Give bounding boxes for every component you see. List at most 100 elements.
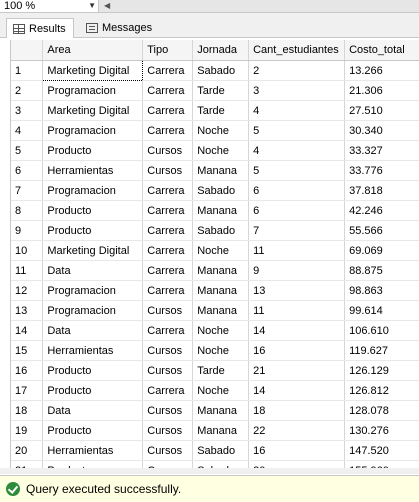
table-cell[interactable]: Herramientas — [42, 340, 144, 361]
row-number[interactable]: 10 — [11, 240, 44, 261]
table-cell[interactable]: Cursos — [142, 140, 194, 161]
table-cell[interactable]: Carrera — [142, 200, 194, 221]
table-cell[interactable]: Cursos — [142, 340, 194, 361]
table-cell[interactable]: 20 — [248, 460, 346, 468]
table-cell[interactable]: 33.327 — [344, 140, 419, 161]
table-cell[interactable]: Manana — [192, 300, 250, 321]
table-cell[interactable]: Cursos — [142, 420, 194, 441]
table-row[interactable]: 18 Data Cursos Manana 18 128.078 — [11, 400, 419, 421]
table-cell[interactable]: Marketing Digital — [42, 100, 144, 121]
table-row[interactable]: 2 Programacion Carrera Tarde 3 21.306 — [11, 80, 419, 101]
table-cell[interactable]: Cursos — [142, 440, 194, 461]
table-cell[interactable]: 4 — [248, 100, 346, 121]
table-cell[interactable]: Producto — [42, 380, 144, 401]
table-row[interactable]: 21ProductoCursosSabado20155.960 — [11, 460, 419, 468]
row-number[interactable]: 16 — [11, 360, 44, 381]
table-cell[interactable]: 88.875 — [344, 260, 419, 281]
table-cell[interactable]: Programacion — [42, 300, 144, 321]
table-cell[interactable]: Sabado — [192, 440, 250, 461]
table-cell[interactable]: Herramientas — [42, 440, 144, 461]
table-row[interactable]: 11 Data Carrera Manana 9 88.875 — [11, 260, 419, 281]
table-row[interactable]: 4 Programacion Carrera Noche 5 30.340 — [11, 120, 419, 141]
column-header[interactable]: Costo_total — [344, 40, 419, 61]
table-cell[interactable]: Manana — [192, 280, 250, 301]
table-cell[interactable]: 5 — [248, 160, 346, 181]
table-cell[interactable]: Data — [42, 400, 144, 421]
row-number-header[interactable] — [11, 40, 44, 61]
table-cell[interactable]: Programacion — [42, 80, 144, 101]
table-cell[interactable]: 98.863 — [344, 280, 419, 301]
table-cell[interactable]: Carrera — [142, 380, 194, 401]
row-number[interactable]: 6 — [11, 160, 44, 181]
table-cell[interactable]: 99.614 — [344, 300, 419, 321]
table-row[interactable]: 16 Producto Cursos Tarde 21 126.129 — [11, 360, 419, 381]
row-number[interactable]: 15 — [11, 340, 44, 361]
row-number[interactable]: 3 — [11, 100, 44, 121]
row-number[interactable]: 8 — [11, 200, 44, 221]
table-cell[interactable]: Herramientas — [42, 160, 144, 181]
column-header[interactable]: Cant_estudiantes — [248, 40, 346, 61]
table-row[interactable]: 5 Producto Cursos Noche 4 33.327 — [11, 140, 419, 161]
table-cell[interactable]: Programacion — [42, 280, 144, 301]
table-cell[interactable]: 22 — [248, 420, 346, 441]
row-number[interactable]: 13 — [11, 300, 44, 321]
table-row[interactable]: 20 Herramientas Cursos Sabado 16 147.520 — [11, 440, 419, 461]
table-cell[interactable]: Carrera — [142, 120, 194, 141]
table-cell[interactable]: 155.960 — [344, 460, 419, 468]
table-cell[interactable]: Carrera — [142, 280, 194, 301]
table-cell[interactable]: Carrera — [142, 260, 194, 281]
table-cell[interactable]: Sabado — [192, 60, 250, 81]
table-cell[interactable]: 42.246 — [344, 200, 419, 221]
table-cell[interactable]: 5 — [248, 120, 346, 141]
table-cell[interactable]: Carrera — [142, 320, 194, 341]
table-cell[interactable]: Cursos — [142, 160, 194, 181]
zoom-select[interactable]: 100 % ▼ — [0, 0, 99, 12]
row-number[interactable]: 17 — [11, 380, 44, 401]
results-grid[interactable]: Area Tipo Jornada Cant_estudiantes Costo_tot… — [10, 40, 419, 468]
table-row[interactable]: 7 Programacion Carrera Sabado 6 37.818 — [11, 180, 419, 201]
table-cell[interactable]: Carrera — [142, 220, 194, 241]
table-cell[interactable]: 130.276 — [344, 420, 419, 441]
table-cell[interactable]: Tarde — [192, 80, 250, 101]
table-cell[interactable]: 21 — [248, 360, 346, 381]
table-cell[interactable]: Sabado — [192, 460, 250, 468]
table-row[interactable]: 3 Marketing Digital Carrera Tarde 4 27.510 — [11, 100, 419, 121]
table-cell[interactable]: 106.610 — [344, 320, 419, 341]
column-header[interactable]: Area — [42, 40, 144, 61]
table-cell[interactable]: Manana — [192, 420, 250, 441]
table-cell[interactable]: Producto — [42, 460, 144, 468]
table-cell[interactable]: 128.078 — [344, 400, 419, 421]
table-cell[interactable]: Cursos — [142, 300, 194, 321]
table-cell[interactable]: Noche — [192, 320, 250, 341]
table-cell[interactable]: 11 — [248, 300, 346, 321]
table-cell[interactable]: 126.129 — [344, 360, 419, 381]
table-row[interactable]: 14 Data Carrera Noche 14 106.610 — [11, 320, 419, 341]
table-cell[interactable]: 6 — [248, 200, 346, 221]
table-cell[interactable]: Sabado — [192, 220, 250, 241]
table-cell[interactable]: 119.627 — [344, 340, 419, 361]
table-cell[interactable]: 16 — [248, 440, 346, 461]
table-cell[interactable]: Manana — [192, 400, 250, 421]
horizontal-scrollbar[interactable] — [0, 468, 419, 474]
table-cell[interactable]: Noche — [192, 380, 250, 401]
table-cell[interactable]: 2 — [248, 60, 346, 81]
table-row[interactable]: 17 Producto Carrera Noche 14 126.812 — [11, 380, 419, 401]
row-number[interactable]: 11 — [11, 260, 44, 281]
table-cell[interactable]: Data — [42, 320, 144, 341]
table-cell[interactable]: 27.510 — [344, 100, 419, 121]
table-cell[interactable]: Producto — [42, 420, 144, 441]
row-number[interactable]: 5 — [11, 140, 44, 161]
table-cell[interactable]: Data — [42, 260, 144, 281]
column-header[interactable]: Tipo — [142, 40, 194, 61]
table-cell[interactable]: Producto — [42, 200, 144, 221]
row-number[interactable]: 18 — [11, 400, 44, 421]
table-cell[interactable]: Manana — [192, 160, 250, 181]
table-cell[interactable]: 126.812 — [344, 380, 419, 401]
table-cell[interactable]: Carrera — [142, 240, 194, 261]
table-cell[interactable]: 13 — [248, 280, 346, 301]
table-cell[interactable]: 9 — [248, 260, 346, 281]
table-cell[interactable]: 6 — [248, 180, 346, 201]
table-cell[interactable]: Manana — [192, 260, 250, 281]
table-cell[interactable]: Noche — [192, 140, 250, 161]
table-cell[interactable]: 13.266 — [344, 60, 419, 81]
